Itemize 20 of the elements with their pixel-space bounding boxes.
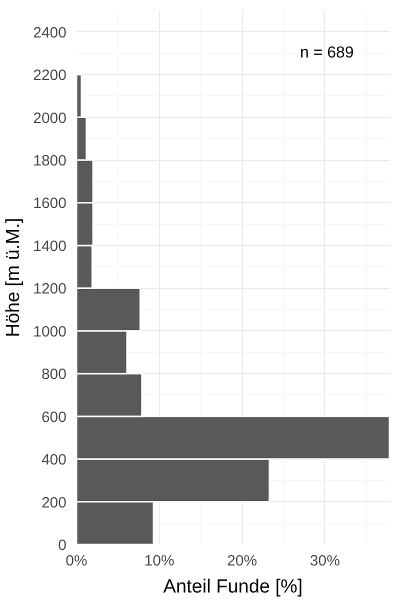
y-tick-label: 2000 bbox=[33, 110, 67, 127]
y-tick-label: 2200 bbox=[33, 67, 67, 84]
x-axis-title: Anteil Funde [%] bbox=[163, 576, 303, 598]
y-tick-label: 1400 bbox=[33, 238, 67, 255]
y-tick-label: 800 bbox=[41, 366, 67, 384]
y-tick-label: 1600 bbox=[33, 195, 67, 212]
y-tick-label: 600 bbox=[41, 408, 67, 426]
y-tick-label: 400 bbox=[41, 452, 67, 469]
y-tick-label: 1200 bbox=[33, 280, 67, 298]
y-axis-title: Höhe [m ü.M.] bbox=[3, 218, 24, 338]
x-tick-label: 20% bbox=[227, 552, 258, 570]
x-tick-label: 30% bbox=[310, 552, 340, 570]
x-tick-label: 10% bbox=[144, 552, 174, 570]
y-tick-label: 1000 bbox=[33, 323, 67, 340]
x-tick-label: 0% bbox=[66, 552, 88, 570]
y-tick-label: 1800 bbox=[33, 152, 67, 170]
y-tick-label: 0 bbox=[58, 537, 66, 554]
y-tick-label: 2400 bbox=[33, 24, 67, 42]
annotation: n = 689 bbox=[300, 44, 354, 62]
y-tick-label: 200 bbox=[41, 494, 67, 512]
